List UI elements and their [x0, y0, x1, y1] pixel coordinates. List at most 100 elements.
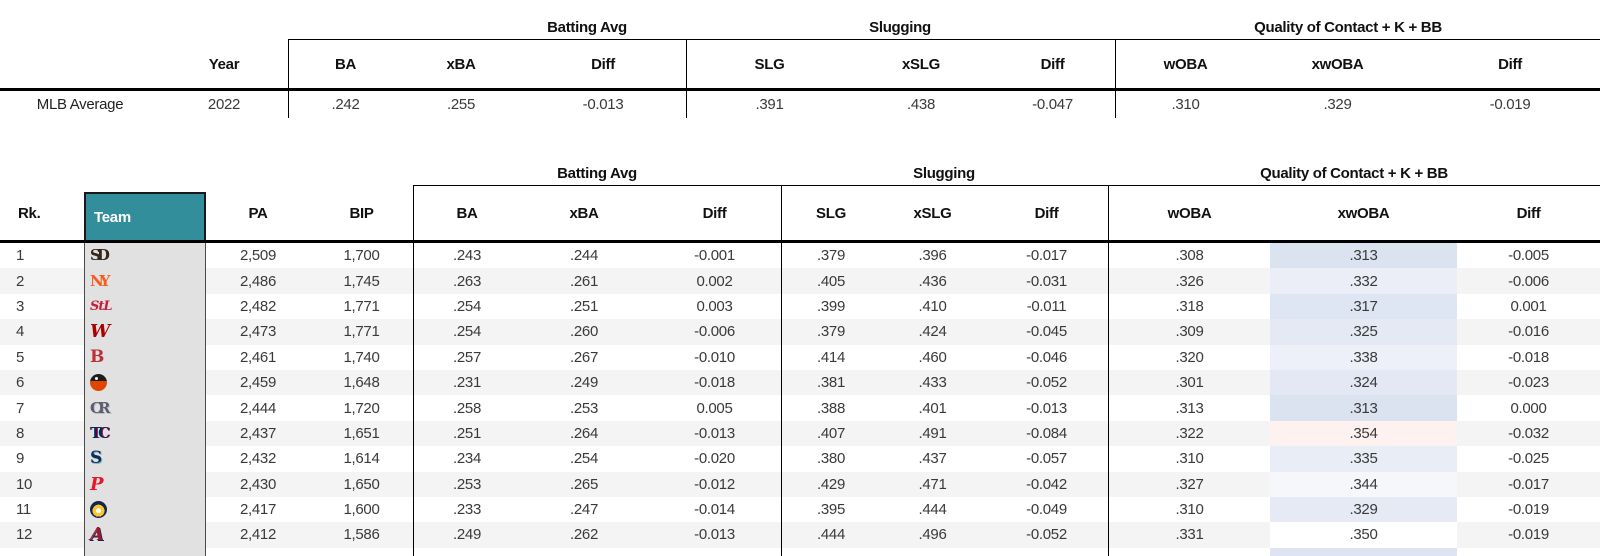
col-header-bip: BIP: [349, 204, 374, 222]
xslg-cell: .424: [918, 323, 947, 341]
ba-cell: [413, 547, 520, 556]
team-row: 7 CR 2,444 1,720 .258 .253 0.005 .388 .401 -0.013…: [0, 395, 1600, 421]
slg-diff-cell: -0.046: [1026, 348, 1067, 366]
slg-cell: [781, 547, 880, 556]
teams-group-header-row: Batting Avg Slugging Quality of Contact …: [0, 160, 1600, 186]
xba-cell: .265: [570, 475, 598, 493]
pa-cell: 2,444: [239, 399, 277, 417]
team-row: 1 SD 2,509 1,700 .243 .244 -0.001 .379 .396 -0.01…: [0, 243, 1600, 269]
rank-cell: 6: [16, 374, 25, 392]
xba-cell: .255: [447, 96, 475, 113]
woba-cell: .301: [1108, 369, 1270, 396]
team-row: 11 2,417 1,600 .233 .247 -0.014 .395 .444 -0.049…: [0, 496, 1600, 523]
woba-cell: .310: [1108, 496, 1270, 523]
woba-cell: .308: [1108, 243, 1270, 269]
team-rankings-table: Batting Avg Slugging Quality of Contact …: [0, 160, 1600, 556]
nationals-w-logo: W: [90, 321, 110, 343]
col-header-slg: SLG: [781, 186, 880, 240]
xslg-cell: .410: [918, 297, 947, 315]
pa-cell: 2,417: [239, 501, 277, 519]
braves-a-logo: A: [90, 524, 104, 546]
ba-diff-cell: 0.002: [696, 272, 733, 290]
ba-diff-cell: -0.012: [694, 475, 735, 493]
slg-cell: .405: [781, 268, 880, 294]
xba-cell: .249: [570, 374, 598, 392]
summary-column-header-row: Year BA xBA Diff SLG xSLG Diff wOBA xwOB…: [0, 40, 1600, 88]
mlb-average-row: MLB Average 2022 .242 .255 -0.013 .391 .…: [0, 91, 1600, 118]
rank-cell: 2: [16, 272, 25, 290]
team-cell: CR: [84, 395, 206, 421]
bip-cell: 1,648: [343, 374, 380, 392]
rank-cell: 8: [16, 424, 25, 442]
woba-diff-cell: -0.018: [1508, 348, 1549, 366]
bip-cell: 1,745: [343, 272, 380, 290]
padres-sd-logo: SD: [90, 246, 110, 265]
group-label-quality: Quality of Contact + K + BB: [1260, 165, 1448, 182]
bip-cell: 1,586: [343, 526, 380, 544]
woba-diff-cell: [1457, 548, 1600, 556]
woba-diff-cell: -0.032: [1508, 424, 1549, 442]
bip-cell: 1,650: [343, 475, 380, 493]
slg-cell: .395: [781, 496, 880, 523]
pa-cell: 2,461: [239, 348, 277, 366]
ba-diff-cell: -0.018: [694, 374, 735, 392]
col-header-woba-diff: Diff: [1498, 55, 1522, 73]
col-header-ba-diff: Diff: [591, 55, 615, 73]
pa-cell: 2,430: [239, 475, 277, 493]
xwoba-cell: .350: [1270, 522, 1457, 548]
ba-diff-cell: 0.003: [696, 297, 733, 315]
col-header-xwoba: xwOBA: [1337, 204, 1390, 222]
team-row: 12 A 2,412 1,586 .249 .262 -0.013 .444 .496 -0.05…: [0, 522, 1600, 548]
rank-cell: 3: [16, 297, 25, 315]
col-header-year: Year: [208, 55, 240, 73]
col-header-team[interactable]: Team: [84, 192, 206, 240]
slg-cell: .444: [781, 522, 880, 548]
ba-diff-cell: -0.013: [694, 526, 735, 544]
xba-cell: .262: [570, 526, 598, 544]
xslg-cell: .444: [918, 501, 947, 519]
team-row: 5 B 2,461 1,740 .257 .267 -0.010 .414 .460 -0.046…: [0, 344, 1600, 370]
xwoba-cell: .313: [1270, 243, 1457, 269]
slg-cell: .407: [781, 420, 880, 447]
slg-cell: .381: [781, 369, 880, 396]
year-cell: 2022: [207, 96, 241, 113]
xwoba-cell: [1270, 547, 1457, 556]
team-cell: NY: [84, 268, 206, 294]
team-cell: SD: [84, 243, 206, 269]
woba-cell: .331: [1108, 522, 1270, 548]
teams-column-header-row: Rk. Team PA BIP BA xBA Diff SLG xSLG Dif…: [0, 186, 1600, 240]
ba-cell: .233: [413, 496, 520, 523]
ba-diff-cell: -0.010: [694, 348, 735, 366]
group-spacer: [0, 15, 288, 40]
bip-cell: 1,771: [343, 297, 380, 315]
xba-cell: .251: [570, 297, 598, 315]
col-header-xba: xBA: [446, 55, 476, 73]
col-header-ba-diff: Diff: [702, 204, 727, 222]
xba-cell: .253: [570, 399, 598, 417]
slg-cell: .391: [686, 91, 852, 118]
slg-diff-cell: -0.045: [1026, 323, 1067, 341]
team-cell: B: [84, 344, 206, 370]
group-label-slugging: Slugging: [869, 19, 931, 36]
woba-cell: .318: [1108, 293, 1270, 320]
woba-diff-cell: 0.000: [1510, 399, 1547, 417]
xslg-cell: .396: [918, 247, 947, 265]
woba-diff-cell: -0.025: [1508, 450, 1549, 468]
phillies-p-logo: P: [90, 473, 104, 495]
woba-cell: [1108, 547, 1270, 556]
slg-diff-cell: -0.052: [1026, 374, 1067, 392]
xslg-cell: .491: [918, 424, 947, 442]
ba-cell: .243: [413, 243, 520, 269]
ba-cell: .249: [413, 522, 520, 548]
ba-diff-cell: -0.013: [694, 424, 735, 442]
ba-diff-cell: -0.001: [694, 247, 735, 265]
woba-cell: .309: [1108, 319, 1270, 345]
xslg-cell: .437: [918, 450, 947, 468]
ba-diff-cell: -0.013: [582, 96, 624, 113]
xslg-cell: .401: [918, 399, 947, 417]
brewers-glove-logo: [90, 501, 107, 519]
group-underline: Batting Avg Slugging Quality of Contact …: [413, 160, 1600, 186]
woba-cell: .327: [1108, 471, 1270, 497]
slg-cell: .379: [781, 243, 880, 269]
ba-diff-cell: [648, 548, 781, 556]
